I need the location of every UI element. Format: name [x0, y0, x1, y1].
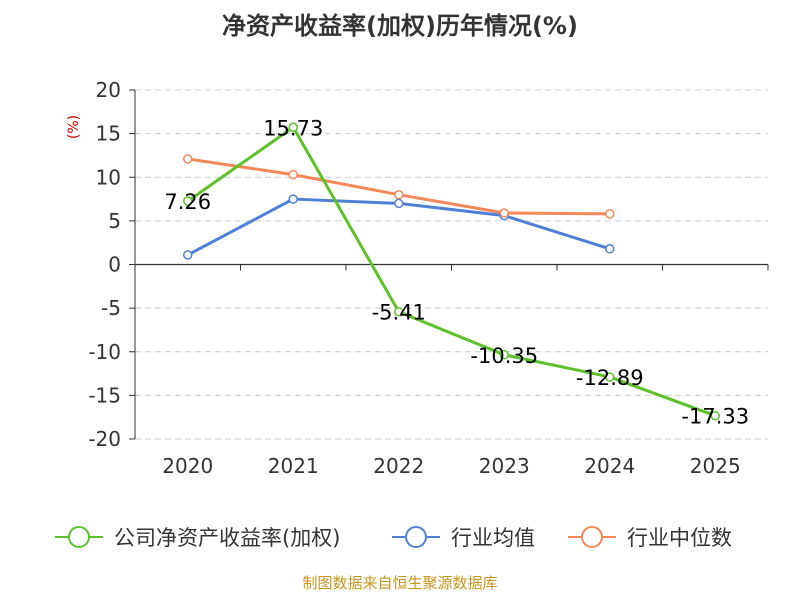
data-label: 15.73: [263, 116, 323, 140]
legend-item-1[interactable]: 公司净资产收益率(加权): [55, 526, 340, 550]
series-group: [183, 122, 720, 421]
data-labels: 7.26 15.73 -5.41 -10.35 -12.89 -17.33: [164, 116, 749, 428]
data-label: 7.26: [164, 190, 211, 214]
data-point[interactable]: [710, 410, 720, 421]
legend-label: 行业均值: [451, 526, 535, 550]
data-point[interactable]: [499, 208, 509, 218]
data-point[interactable]: [394, 306, 404, 317]
x-tick-label: 2023: [479, 454, 530, 478]
data-point[interactable]: [288, 194, 298, 204]
grid: [135, 89, 768, 440]
legend-marker: [68, 526, 90, 548]
data-point[interactable]: [183, 196, 193, 206]
data-point[interactable]: [288, 169, 298, 180]
legend-item-3[interactable]: 行业中位数: [568, 526, 732, 550]
data-point[interactable]: [288, 122, 298, 133]
y-tick-label: -15: [88, 383, 121, 407]
data-point[interactable]: [183, 250, 193, 260]
x-tick-label: 2024: [584, 454, 635, 478]
x-tick-label: 2020: [162, 454, 213, 478]
y-tick-label: -20: [88, 427, 121, 451]
legend-item-2[interactable]: 行业均值: [392, 526, 535, 550]
data-point[interactable]: [605, 244, 615, 254]
y-tick-label: 20: [96, 78, 121, 102]
legend-marker: [581, 526, 603, 548]
data-point[interactable]: [605, 372, 615, 382]
y-tick-label: 15: [96, 122, 121, 146]
chart-title: 净资产收益率(加权)历年情况(%): [222, 12, 578, 40]
y-tick-label: 5: [108, 209, 121, 233]
x-tick-label: 2025: [690, 454, 741, 478]
data-point[interactable]: [499, 350, 509, 360]
data-point[interactable]: [394, 189, 404, 200]
data-point[interactable]: [394, 198, 404, 209]
axes: 20 15 10 5 0 -5 -10 -15 -20 2020 2021 2022 2023 2024 2…: [88, 78, 769, 478]
y-axis-label: (%): [66, 115, 82, 139]
x-tick-label: 2021: [268, 454, 319, 478]
y-tick-label: -5: [101, 296, 121, 320]
x-tick-label: 2022: [373, 454, 424, 478]
legend[interactable]: 公司净资产收益率(加权) 行业均值 行业中位数: [55, 526, 732, 550]
data-label: -5.41: [372, 301, 426, 325]
data-point[interactable]: [183, 154, 193, 164]
legend-label: 行业中位数: [627, 526, 732, 550]
data-label: -10.35: [470, 344, 538, 368]
data-label: -12.89: [576, 366, 644, 390]
source-note: 制图数据来自恒生聚源数据库: [302, 574, 497, 592]
legend-label: 公司净资产收益率(加权): [114, 526, 340, 550]
data-label: -17.33: [681, 405, 749, 429]
legend-marker: [405, 526, 427, 548]
data-point[interactable]: [605, 209, 615, 219]
series-line-1: [186, 125, 716, 418]
y-tick-label: 10: [96, 165, 121, 189]
y-tick-label: 0: [108, 253, 121, 277]
y-tick-label: -10: [88, 340, 121, 364]
